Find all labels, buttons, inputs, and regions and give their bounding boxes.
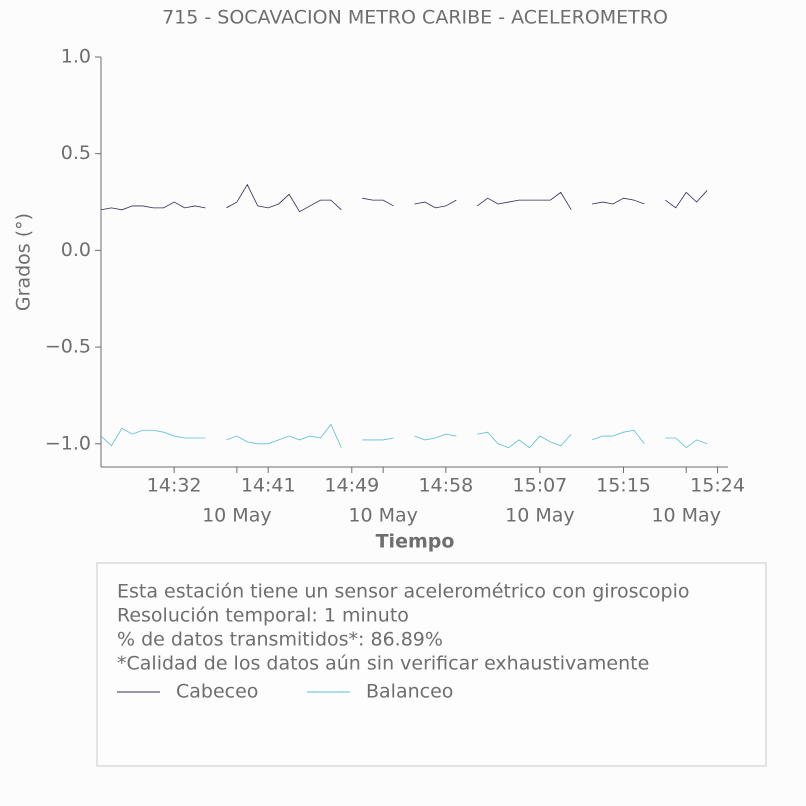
x-tick-label: 15:07 [513, 475, 568, 497]
y-tick-label: −0.5 [45, 336, 91, 358]
x-date-label: 10 May [348, 505, 418, 527]
info-note: Esta estación tiene un sensor aceleromét… [117, 581, 690, 603]
info-note: Resolución temporal: 1 minuto [117, 605, 409, 627]
x-date-label: 10 May [505, 505, 575, 527]
info-box [96, 562, 767, 767]
series-line [100, 183, 708, 213]
y-tick-label: 1.0 [61, 46, 91, 68]
x-tick-label: 14:58 [418, 475, 473, 497]
x-date-label: 10 May [202, 505, 272, 527]
x-axis-label: Tiempo [376, 531, 455, 553]
x-tick-label: 14:32 [147, 475, 202, 497]
x-tick-label: 14:41 [241, 475, 296, 497]
legend-label: Balanceo [366, 681, 453, 703]
x-date-label: 10 May [651, 505, 721, 527]
x-tick-label: 14:49 [324, 475, 379, 497]
chart-title: 715 - SOCAVACION METRO CARIBE - ACELEROM… [162, 7, 668, 29]
y-tick-label: 0.0 [61, 239, 91, 261]
legend-label: Cabeceo [176, 681, 258, 703]
y-axis-label: Grados (°) [13, 213, 35, 311]
series-line [100, 423, 708, 449]
info-note: *Calidad de los datos aún sin verificar … [117, 653, 649, 675]
x-tick-label: 15:24 [690, 475, 745, 497]
info-note: % de datos transmitidos*: 86.89% [117, 629, 443, 651]
x-tick-label: 15:15 [596, 475, 651, 497]
y-tick-label: 0.5 [61, 142, 91, 164]
y-tick-label: −1.0 [45, 432, 91, 454]
